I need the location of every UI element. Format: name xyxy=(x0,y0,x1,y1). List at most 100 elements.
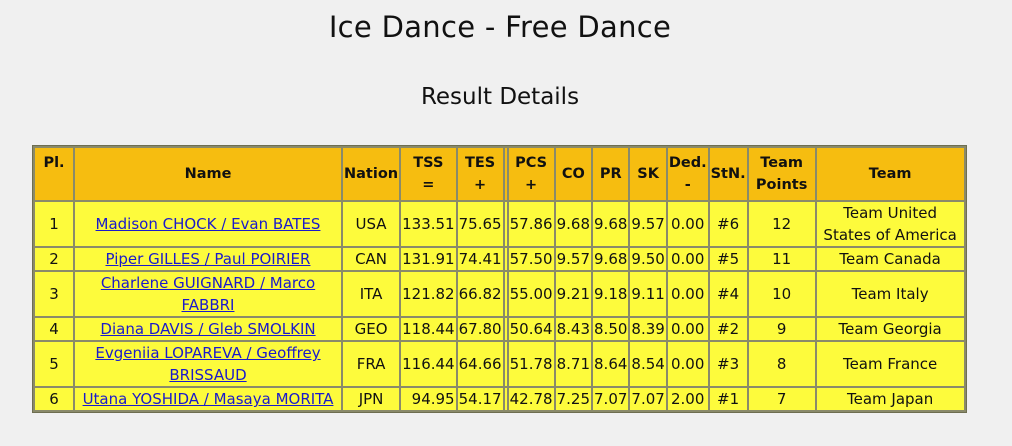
cell-nation: USA xyxy=(343,202,400,246)
cell-pr: 9.68 xyxy=(593,202,629,246)
header-sk: SK xyxy=(630,148,666,200)
cell-co: 7.25 xyxy=(555,388,592,410)
cell-tes: 66.82 xyxy=(457,272,503,316)
cell-nation: CAN xyxy=(343,248,400,270)
skater-link[interactable]: Diana DAVIS / Gleb SMOLKIN xyxy=(100,320,316,338)
cell-team-points: 11 xyxy=(748,248,815,270)
header-nation: Nation xyxy=(343,148,400,200)
cell-team: Team Italy xyxy=(816,272,964,316)
cell-name: Piper GILLES / Paul POIRIER xyxy=(75,248,341,270)
table-row: 4 Diana DAVIS / Gleb SMOLKIN GEO 118.44 … xyxy=(35,318,964,340)
cell-team: Team Canada xyxy=(816,248,964,270)
cell-ded: 0.00 xyxy=(667,202,708,246)
cell-tss: 133.51 xyxy=(401,202,456,246)
header-pr: PR xyxy=(593,148,629,200)
cell-co: 8.43 xyxy=(555,318,592,340)
cell-name: Diana DAVIS / Gleb SMOLKIN xyxy=(75,318,341,340)
header-pl: Pl. xyxy=(35,148,73,200)
cell-spacer xyxy=(504,318,507,340)
cell-name: Madison CHOCK / Evan BATES xyxy=(75,202,341,246)
cell-spacer xyxy=(504,388,507,410)
cell-pr: 9.18 xyxy=(593,272,629,316)
cell-stn: #5 xyxy=(709,248,747,270)
cell-stn: #3 xyxy=(709,342,747,386)
cell-stn: #4 xyxy=(709,272,747,316)
cell-sk: 9.57 xyxy=(630,202,666,246)
table-row: 6 Utana YOSHIDA / Masaya MORITA JPN 94.9… xyxy=(35,388,964,410)
cell-spacer xyxy=(504,248,507,270)
header-team-points: Team Points xyxy=(748,148,815,200)
cell-tss: 94.95 xyxy=(401,388,456,410)
cell-ded: 0.00 xyxy=(667,272,708,316)
cell-pr: 9.68 xyxy=(593,248,629,270)
header-pcs: PCS + xyxy=(508,148,554,200)
cell-ded: 0.00 xyxy=(667,342,708,386)
table-row: 3 Charlene GUIGNARD / Marco FABBRI ITA 12… xyxy=(35,272,964,316)
page-subtitle: Result Details xyxy=(420,84,580,110)
cell-spacer xyxy=(504,342,507,386)
cell-team: Team United States of America xyxy=(816,202,964,246)
header-stn: StN. xyxy=(709,148,747,200)
cell-co: 8.71 xyxy=(555,342,592,386)
cell-sk: 9.11 xyxy=(630,272,666,316)
cell-nation: FRA xyxy=(343,342,400,386)
cell-pl: 2 xyxy=(35,248,73,270)
cell-pr: 8.50 xyxy=(593,318,629,340)
cell-team-points: 12 xyxy=(748,202,815,246)
cell-pl: 1 xyxy=(35,202,73,246)
skater-link[interactable]: Charlene GUIGNARD / Marco FABBRI xyxy=(100,274,316,314)
results-table: Pl. Name Nation TSS = TES + PCS + CO PR SK … xyxy=(32,145,967,413)
header-team: Team xyxy=(816,148,964,200)
cell-pr: 8.64 xyxy=(593,342,629,386)
header-name: Name xyxy=(75,148,341,200)
header-ded: Ded. - xyxy=(667,148,708,200)
cell-pcs: 57.50 xyxy=(508,248,554,270)
cell-tss: 131.91 xyxy=(401,248,456,270)
cell-sk: 9.50 xyxy=(630,248,666,270)
cell-team-points: 9 xyxy=(748,318,815,340)
skater-link[interactable]: Madison CHOCK / Evan BATES xyxy=(95,215,321,233)
cell-nation: ITA xyxy=(343,272,400,316)
cell-team-points: 8 xyxy=(748,342,815,386)
cell-ded: 0.00 xyxy=(667,248,708,270)
table-row: 1 Madison CHOCK / Evan BATES USA 133.51 … xyxy=(35,202,964,246)
cell-tes: 75.65 xyxy=(457,202,503,246)
header-tss: TSS = xyxy=(401,148,456,200)
cell-pcs: 57.86 xyxy=(508,202,554,246)
cell-stn: #6 xyxy=(709,202,747,246)
cell-tes: 64.66 xyxy=(457,342,503,386)
cell-tes: 74.41 xyxy=(457,248,503,270)
cell-team: Team Japan xyxy=(816,388,964,410)
cell-pl: 3 xyxy=(35,272,73,316)
cell-tss: 118.44 xyxy=(401,318,456,340)
cell-pl: 4 xyxy=(35,318,73,340)
cell-stn: #1 xyxy=(709,388,747,410)
header-co: CO xyxy=(555,148,592,200)
cell-pl: 5 xyxy=(35,342,73,386)
cell-sk: 8.39 xyxy=(630,318,666,340)
cell-pcs: 42.78 xyxy=(508,388,554,410)
cell-tss: 121.82 xyxy=(401,272,456,316)
table-row: 5 Evgeniia LOPAREVA / Geoffrey BRISSAUD F… xyxy=(35,342,964,386)
cell-co: 9.68 xyxy=(555,202,592,246)
cell-tss: 116.44 xyxy=(401,342,456,386)
cell-tes: 67.80 xyxy=(457,318,503,340)
cell-name: Charlene GUIGNARD / Marco FABBRI xyxy=(75,272,341,316)
cell-co: 9.57 xyxy=(555,248,592,270)
cell-spacer xyxy=(504,202,507,246)
table-row: 2 Piper GILLES / Paul POIRIER CAN 131.91… xyxy=(35,248,964,270)
skater-link[interactable]: Evgeniia LOPAREVA / Geoffrey BRISSAUD xyxy=(95,344,321,384)
cell-name: Utana YOSHIDA / Masaya MORITA xyxy=(75,388,341,410)
skater-link[interactable]: Piper GILLES / Paul POIRIER xyxy=(105,250,311,268)
header-spacer xyxy=(504,148,507,200)
cell-pcs: 50.64 xyxy=(508,318,554,340)
cell-team: Team Georgia xyxy=(816,318,964,340)
cell-pl: 6 xyxy=(35,388,73,410)
cell-ded: 2.00 xyxy=(667,388,708,410)
cell-team-points: 7 xyxy=(748,388,815,410)
cell-ded: 0.00 xyxy=(667,318,708,340)
cell-stn: #2 xyxy=(709,318,747,340)
skater-link[interactable]: Utana YOSHIDA / Masaya MORITA xyxy=(82,390,334,408)
cell-tes: 54.17 xyxy=(457,388,503,410)
cell-pcs: 51.78 xyxy=(508,342,554,386)
